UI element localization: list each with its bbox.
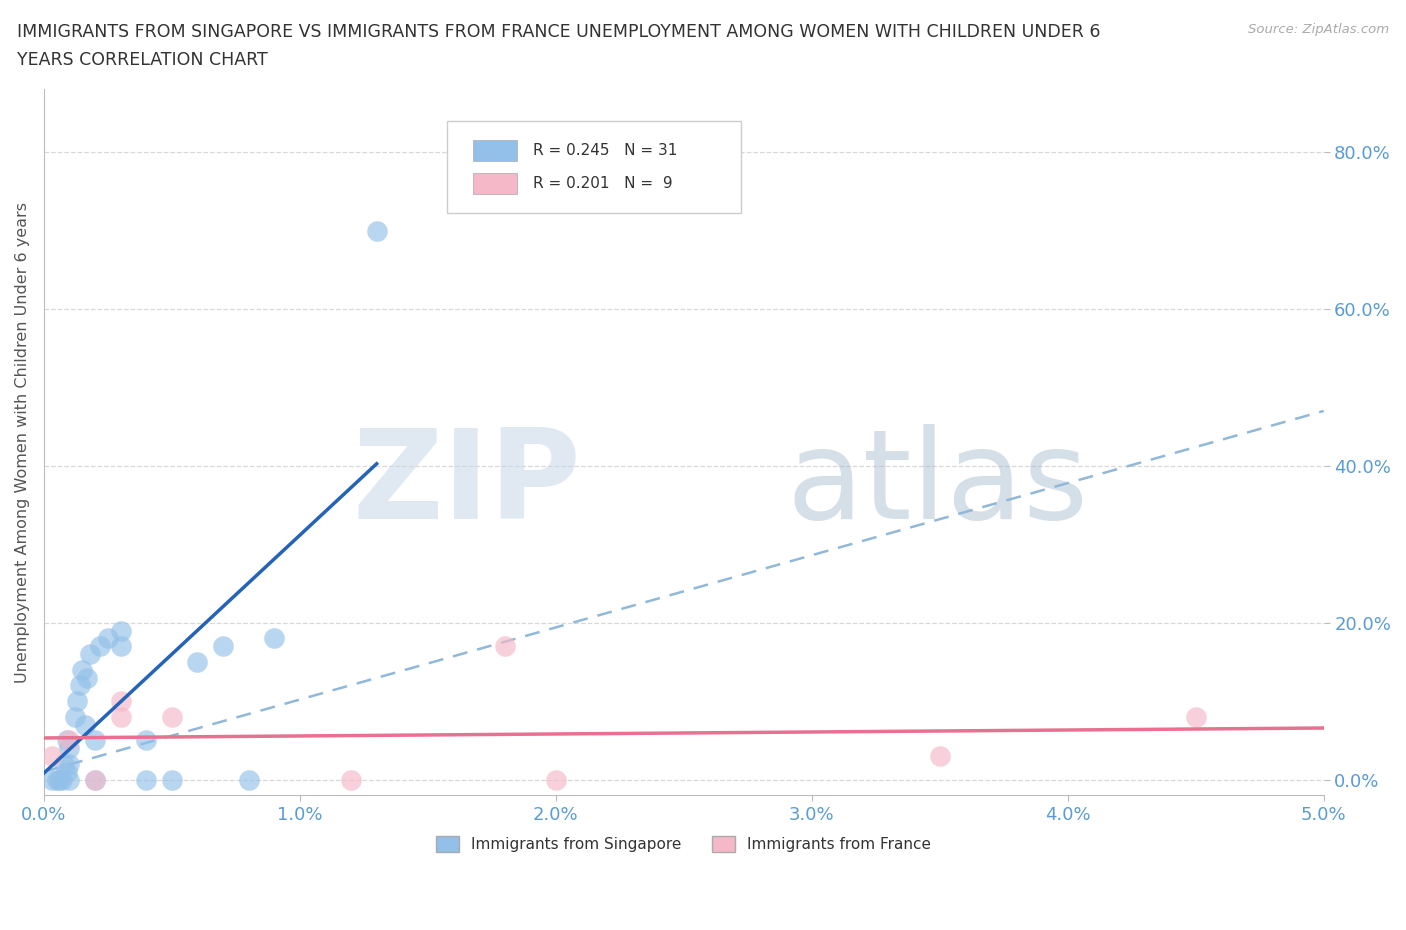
Point <box>79 646 101 661</box>
Point <box>238 772 260 787</box>
Point <box>212 639 235 654</box>
Point <box>48 772 70 787</box>
Point <box>63 710 86 724</box>
Point <box>58 733 80 748</box>
Point <box>263 631 285 645</box>
Point <box>1184 710 1206 724</box>
Point <box>110 710 132 724</box>
Point <box>69 678 91 693</box>
Text: R = 0.201   N =  9: R = 0.201 N = 9 <box>533 176 672 191</box>
Text: R = 0.245   N = 31: R = 0.245 N = 31 <box>533 143 678 158</box>
Point <box>494 639 516 654</box>
Point <box>58 756 80 771</box>
Point <box>110 623 132 638</box>
Point <box>58 772 80 787</box>
Text: Source: ZipAtlas.com: Source: ZipAtlas.com <box>1249 23 1389 36</box>
Point <box>110 694 132 709</box>
Point <box>76 671 98 685</box>
Text: YEARS CORRELATION CHART: YEARS CORRELATION CHART <box>17 51 267 69</box>
Y-axis label: Unemployment Among Women with Children Under 6 years: Unemployment Among Women with Children U… <box>15 202 30 683</box>
Point <box>340 772 363 787</box>
Point <box>72 662 94 677</box>
Point <box>45 772 67 787</box>
FancyBboxPatch shape <box>447 121 741 213</box>
Point <box>84 772 107 787</box>
Point <box>53 756 76 771</box>
Point <box>56 733 79 748</box>
FancyBboxPatch shape <box>472 140 517 162</box>
Legend: Immigrants from Singapore, Immigrants from France: Immigrants from Singapore, Immigrants fr… <box>430 830 938 858</box>
Point <box>97 631 120 645</box>
Point <box>135 772 157 787</box>
Point <box>110 639 132 654</box>
Point <box>58 740 80 755</box>
Point <box>186 655 208 670</box>
Text: atlas: atlas <box>786 424 1088 545</box>
Point <box>366 223 388 238</box>
Point <box>66 694 89 709</box>
Point <box>41 772 63 787</box>
Text: ZIP: ZIP <box>353 424 582 545</box>
FancyBboxPatch shape <box>472 173 517 193</box>
Point <box>928 749 950 764</box>
Point <box>41 749 63 764</box>
Point <box>84 733 107 748</box>
Point <box>89 639 111 654</box>
Point <box>56 764 79 779</box>
Point <box>51 772 73 787</box>
Point <box>84 772 107 787</box>
Point <box>73 717 96 732</box>
Point <box>135 733 157 748</box>
Point <box>160 710 183 724</box>
Text: IMMIGRANTS FROM SINGAPORE VS IMMIGRANTS FROM FRANCE UNEMPLOYMENT AMONG WOMEN WIT: IMMIGRANTS FROM SINGAPORE VS IMMIGRANTS … <box>17 23 1101 41</box>
Point <box>160 772 183 787</box>
Point <box>544 772 567 787</box>
